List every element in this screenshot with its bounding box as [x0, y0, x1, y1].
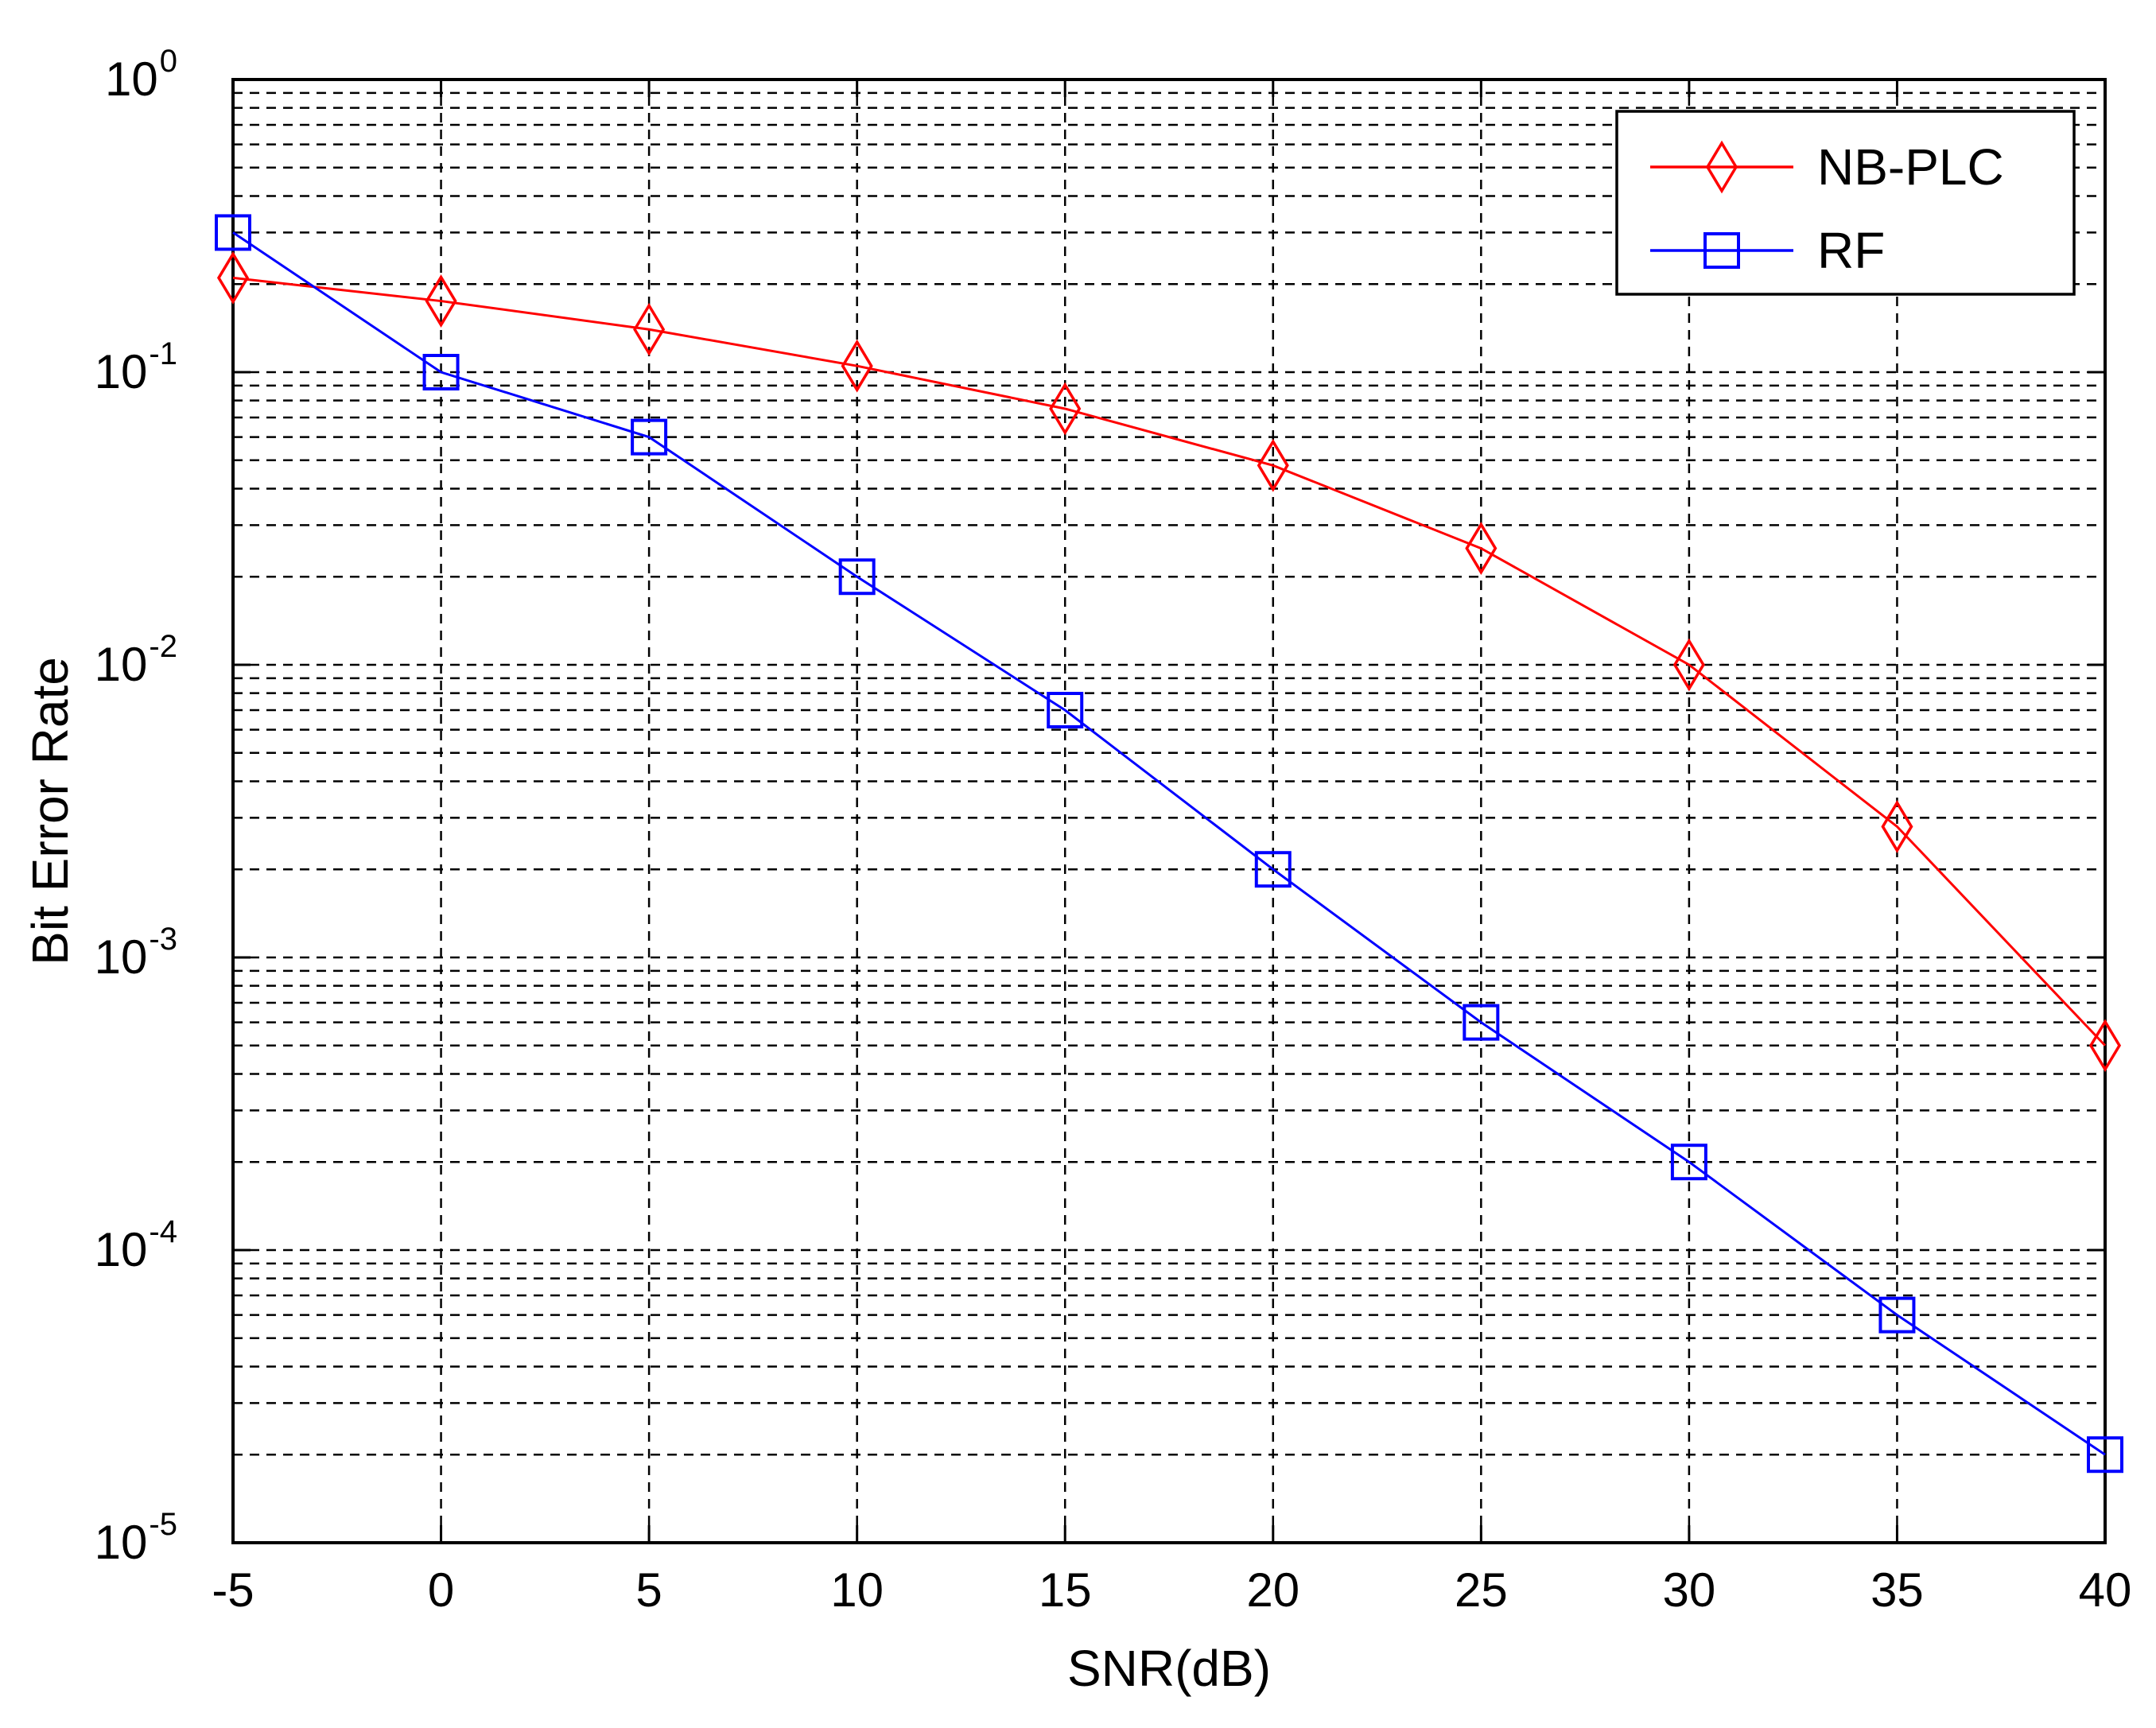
- data-point-diamond: [1049, 382, 1082, 436]
- data-point-diamond: [425, 274, 457, 328]
- x-tick-labels: -5 0 5 10 15 20 25 30 35 40: [212, 80, 2131, 1617]
- data-point-diamond: [841, 339, 873, 393]
- y-tick-exponent: -3: [149, 922, 177, 957]
- y-tick-exponent: -2: [149, 629, 177, 664]
- y-tick-label: 100: [105, 44, 177, 106]
- data-point-diamond: [2088, 1019, 2122, 1073]
- data-point-square: [1463, 1004, 1500, 1041]
- legend: NB-PLC RF: [1615, 110, 2076, 296]
- x-tick-label: 10: [830, 1563, 884, 1617]
- series-line: [232, 276, 2107, 1047]
- legend-label: NB-PLC: [1817, 138, 2004, 196]
- y-tick-exponent: -5: [149, 1507, 177, 1542]
- y-tick-exponent: 0: [160, 44, 177, 79]
- data-point-diamond: [1257, 438, 1289, 492]
- legend-marker-square: [1703, 232, 1740, 269]
- y-tick-label: 10-2: [95, 629, 177, 691]
- series-nb-plc: [216, 251, 2122, 1073]
- x-tick-label: 35: [1870, 1563, 1924, 1617]
- series-line: [232, 231, 2106, 1456]
- legend-box: [1615, 110, 2076, 296]
- legend-label: RF: [1817, 222, 1885, 279]
- data-point-square: [838, 558, 876, 596]
- y-axis-label: Bit Error Rate: [21, 657, 79, 965]
- data-point-square: [1047, 692, 1084, 729]
- data-point-square: [631, 418, 668, 456]
- plot-frame: [231, 78, 2107, 1544]
- data-point-square: [1878, 1296, 1916, 1334]
- data-point-square: [2087, 1436, 2123, 1474]
- series-layer: [215, 214, 2123, 1474]
- data-point-square: [1670, 1144, 1707, 1181]
- x-axis-label: SNR(dB): [1067, 1640, 1271, 1697]
- data-point-diamond: [1672, 638, 1705, 692]
- y-tick-exponent: -4: [149, 1214, 177, 1249]
- data-point-diamond: [1465, 522, 1498, 575]
- legend-marker-diamond: [1705, 140, 1738, 194]
- data-point-square: [422, 354, 460, 390]
- x-tick-label: 15: [1039, 1563, 1092, 1617]
- data-point-diamond: [216, 251, 250, 305]
- data-point-diamond: [1881, 800, 1913, 853]
- y-tick-exponent: -1: [149, 336, 177, 371]
- series-rf: [215, 214, 2123, 1474]
- x-tick-label: 25: [1455, 1563, 1508, 1617]
- x-tick-label: 40: [2079, 1563, 2132, 1617]
- data-point-square: [1254, 851, 1292, 888]
- data-point-square: [215, 214, 251, 251]
- data-point-diamond: [633, 302, 666, 356]
- x-tick-label: 5: [635, 1563, 662, 1617]
- x-tick-label: 30: [1663, 1563, 1716, 1617]
- x-tick-label: 20: [1246, 1563, 1299, 1617]
- x-tick-label: 0: [428, 1563, 454, 1617]
- grid-lines: [233, 80, 2105, 1543]
- x-tick-label: -5: [212, 1563, 254, 1617]
